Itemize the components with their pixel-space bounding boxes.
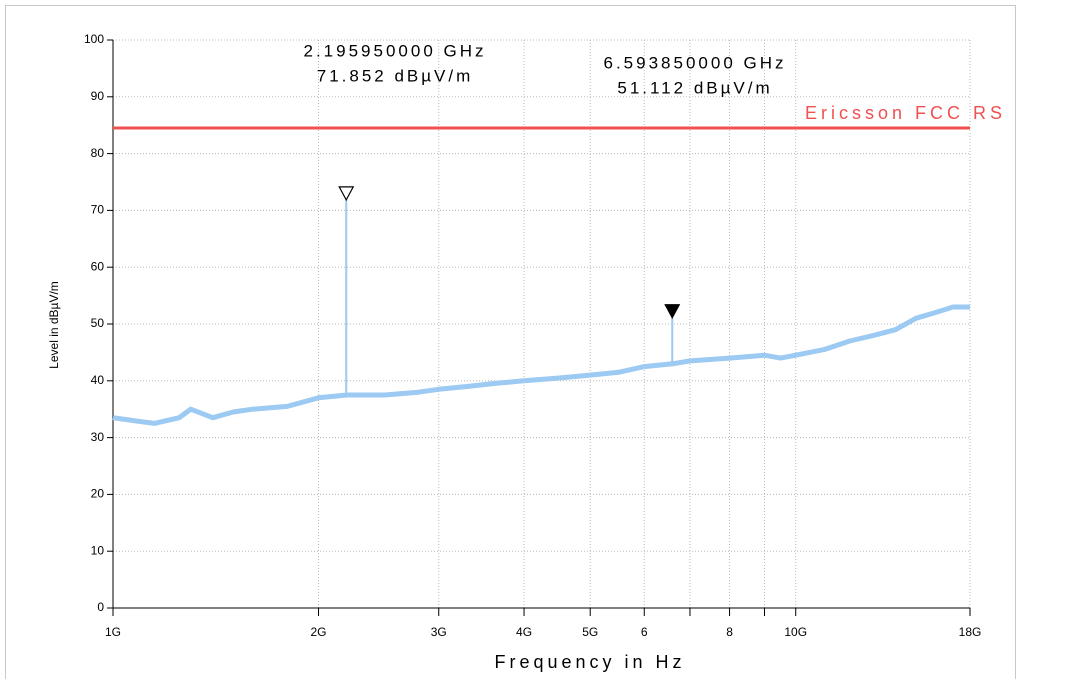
y-tick-label: 40	[91, 373, 105, 387]
x-tick-label: 5G	[582, 625, 598, 639]
x-tick-label: 3G	[431, 625, 447, 639]
y-tick-label: 50	[91, 316, 105, 330]
y-tick-label: 90	[91, 89, 105, 103]
y-tick-label: 20	[91, 487, 105, 501]
marker	[664, 304, 681, 319]
frame	[5, 5, 1016, 679]
marker-level: 71.852 dBµV/m	[317, 66, 474, 85]
x-tick-label: 4G	[516, 625, 532, 639]
limit-label: Ericsson FCC RS	[805, 103, 1006, 123]
x-tick-label: 10G	[784, 625, 807, 639]
marker-level: 51.112 dBµV/m	[617, 78, 772, 97]
y-tick-label: 60	[91, 259, 105, 273]
y-tick-label: 80	[91, 146, 105, 160]
trace	[112, 304, 970, 426]
y-tick-label: 0	[97, 600, 104, 614]
y-tick-label: 100	[84, 32, 104, 46]
marker-frequency: 2.195950000 GHz	[304, 41, 487, 60]
x-tick-label: 18G	[959, 625, 982, 639]
x-axis-label: Frequency in Hz	[494, 652, 685, 672]
x-tick-label: 6	[641, 625, 648, 639]
y-tick-label: 70	[91, 203, 105, 217]
y-tick-label: 10	[91, 543, 105, 557]
x-tick-label: 1G	[105, 625, 121, 639]
marker-frequency: 6.593850000 GHz	[604, 53, 787, 72]
x-tick-label: 2G	[311, 625, 327, 639]
marker	[338, 186, 355, 202]
y-axis-label: Level in dBµV/m	[47, 281, 61, 369]
y-tick-label: 30	[91, 430, 105, 444]
x-tick-label: 8	[726, 625, 733, 639]
